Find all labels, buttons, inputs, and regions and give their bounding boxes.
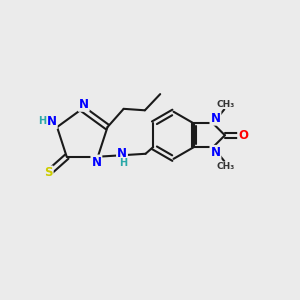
Text: S: S [44, 167, 53, 179]
Text: N: N [47, 115, 57, 128]
Text: N: N [210, 112, 220, 125]
Text: H: H [38, 116, 46, 126]
Text: N: N [210, 146, 220, 159]
Text: N: N [92, 155, 101, 169]
Text: CH₃: CH₃ [217, 100, 235, 109]
Text: H: H [119, 158, 128, 169]
Text: CH₃: CH₃ [217, 162, 235, 171]
Text: N: N [79, 98, 89, 111]
Text: N: N [117, 147, 127, 160]
Text: O: O [238, 129, 248, 142]
